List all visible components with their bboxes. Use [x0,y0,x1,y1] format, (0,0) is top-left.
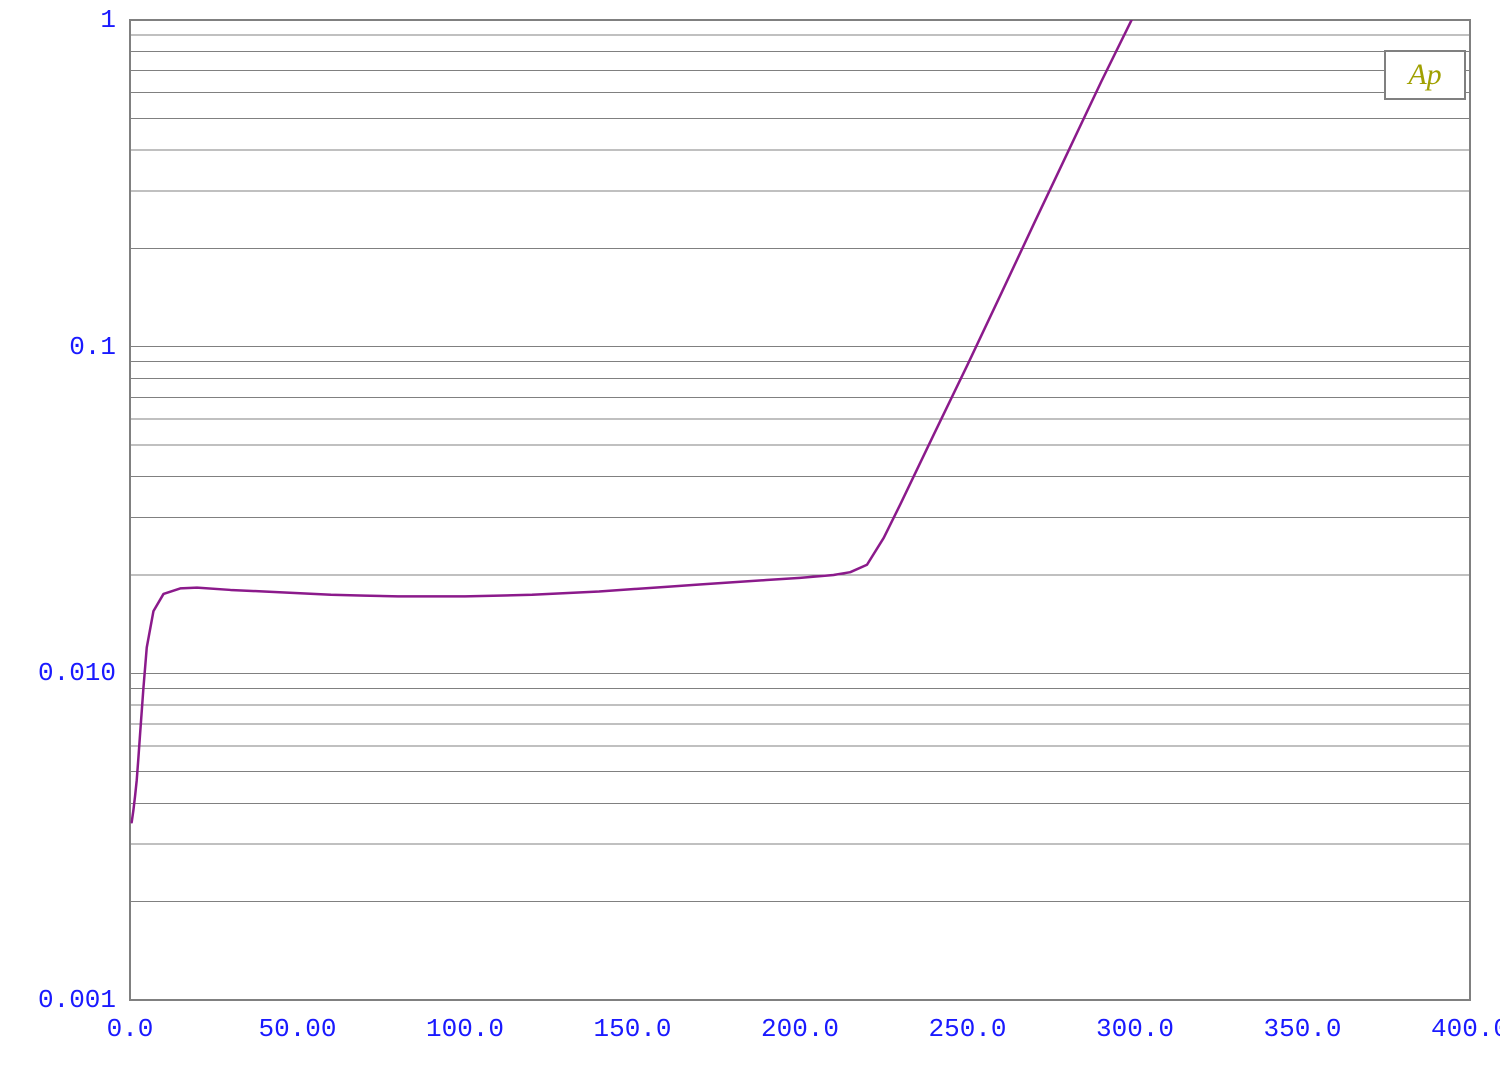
y-tick-label: 0.001 [0,985,116,1015]
x-tick-label: 100.0 [426,1014,504,1044]
chart-container: 0.001 0.010 0.1 1 0.0 50.00 100.0 150.0 200.0 25… [0,0,1500,1072]
y-tick-label: 0.1 [0,332,116,362]
x-tick-label: 0.0 [107,1014,154,1044]
x-tick-label: 150.0 [593,1014,671,1044]
legend-label: Ap [1408,58,1441,91]
y-tick-label: 0.010 [0,658,116,688]
chart-svg [0,0,1500,1072]
legend: Ap [1384,50,1466,100]
x-tick-label: 200.0 [761,1014,839,1044]
y-axis-labels: 0.001 0.010 0.1 1 [0,0,116,1072]
x-tick-label: 400.0 [1431,1014,1500,1044]
y-tick-label: 1 [0,5,116,35]
x-tick-label: 350.0 [1263,1014,1341,1044]
x-tick-label: 250.0 [928,1014,1006,1044]
x-tick-label: 50.00 [258,1014,336,1044]
x-tick-label: 300.0 [1096,1014,1174,1044]
